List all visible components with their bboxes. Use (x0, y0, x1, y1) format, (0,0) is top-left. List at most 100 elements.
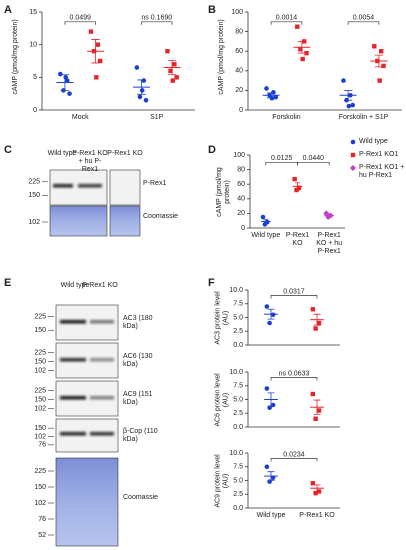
significance-bracket (270, 21, 303, 25)
y-axis-label: cAMP (pmol/mg protein) (12, 19, 19, 95)
marker-label: 52 (38, 532, 46, 539)
panel-letter: B (208, 4, 216, 16)
p-value: 0.0440 (303, 155, 325, 162)
data-point (346, 103, 352, 109)
error-bar (266, 92, 276, 99)
data-point (310, 307, 316, 312)
marker-label: 225 (34, 387, 46, 394)
y-tick-label: 2.5 (233, 491, 243, 498)
marker-label: 225 (34, 468, 46, 475)
x-tick-label: Wild type (256, 512, 286, 519)
y-tick-label: 5.0 (233, 396, 243, 403)
blot-band (90, 396, 114, 400)
data-point (341, 78, 346, 83)
data-point (262, 222, 268, 227)
y-tick-label: 40 (235, 68, 243, 75)
y-tick-label: 80 (235, 28, 243, 35)
blot-label: P-Rex1 (143, 179, 167, 187)
data-point (67, 91, 72, 96)
data-point (165, 49, 170, 54)
blot-label: AC6 (130 kDa) (123, 352, 153, 368)
data-point (63, 75, 69, 80)
data-point (298, 47, 303, 52)
y-tick-label: 5.0 (233, 314, 243, 321)
blot-band (90, 358, 114, 362)
error-bar (313, 484, 321, 492)
data-point (174, 75, 179, 80)
significance-bracket (297, 161, 330, 166)
p-value: 0.0054 (353, 15, 375, 22)
lane-label: P-Rex1 KO (82, 282, 118, 289)
error-bar (374, 54, 384, 68)
data-point (372, 44, 377, 49)
data-point (273, 94, 279, 100)
y-tick-label: 40 (237, 196, 245, 203)
blot-label: Coomassie (143, 213, 179, 220)
y-axis-label: AC3 protein level (AU) (214, 290, 229, 345)
significance-bracket (270, 377, 318, 381)
data-point (139, 88, 145, 93)
lane-label: P-Rex1 KO (107, 150, 143, 157)
y-tick-label: 15 (29, 9, 37, 16)
data-point (292, 176, 297, 182)
marker-label: 225 (34, 349, 46, 356)
y-tick-label: 0.0 (233, 342, 243, 349)
x-tick-label: P-Rex1 KO (299, 512, 335, 519)
coomassie-gel (49, 205, 108, 237)
x-tick-label: S1P (150, 114, 164, 121)
y-tick-label: 100 (231, 9, 243, 16)
error-bar (263, 218, 269, 225)
blot-band (60, 396, 86, 400)
legend-marker (350, 152, 356, 158)
y-tick-label: 5 (33, 74, 37, 81)
data-point (377, 78, 382, 83)
data-point (170, 78, 176, 83)
marker-label: 102 (34, 500, 46, 507)
marker-label: 225 (28, 179, 40, 186)
y-tick-label: 2.5 (233, 328, 243, 335)
blot-band (60, 358, 86, 362)
y-tick-label: 7.5 (233, 464, 243, 471)
blot-band (53, 184, 73, 188)
blot-label: AC9 (151 kDa) (123, 390, 153, 406)
data-point (313, 490, 318, 496)
lane-label: Wild type (60, 282, 90, 289)
y-tick-label: 0 (33, 107, 37, 114)
y-tick-label: 5.0 (233, 477, 243, 484)
marker-label: 150 (34, 425, 46, 432)
data-point (267, 320, 272, 326)
y-tick-label: 80 (237, 166, 245, 173)
y-tick-label: 10.0 (229, 369, 243, 376)
marker-label: 102 (34, 433, 46, 440)
data-point (304, 50, 309, 56)
error-bar (137, 79, 146, 95)
panel-letter: C (4, 144, 12, 156)
error-bar (295, 182, 300, 191)
data-point (264, 464, 270, 470)
y-axis-label: cAMP (pmol/mg protein) (218, 19, 225, 95)
marker-label: 150 (28, 192, 40, 199)
blot-panel (109, 205, 141, 237)
y-tick-label: 10.0 (229, 450, 243, 457)
lane-label: P-Rex1 KO + hu P-Rex1 (72, 150, 108, 173)
p-value: ns 0.1690 (141, 15, 172, 22)
data-point (141, 78, 147, 83)
y-tick-label: 20 (235, 87, 243, 94)
data-point (172, 62, 177, 67)
y-tick-label: 0.0 (233, 424, 243, 431)
error-bar (267, 308, 275, 320)
data-point (296, 185, 302, 191)
p-value: ns 0.0633 (279, 370, 310, 377)
error-bar (167, 59, 177, 76)
y-tick-label: 60 (237, 181, 245, 188)
data-point (381, 63, 386, 69)
y-tick-label: 60 (235, 48, 243, 55)
y-axis-label: AC6 protein level (AU) (214, 372, 229, 427)
data-point (94, 75, 99, 80)
error-bar (60, 74, 70, 91)
significance-bracket (265, 161, 298, 166)
y-tick-label: 10 (29, 42, 37, 49)
data-point (316, 320, 322, 326)
y-tick-label: 0 (239, 107, 243, 114)
